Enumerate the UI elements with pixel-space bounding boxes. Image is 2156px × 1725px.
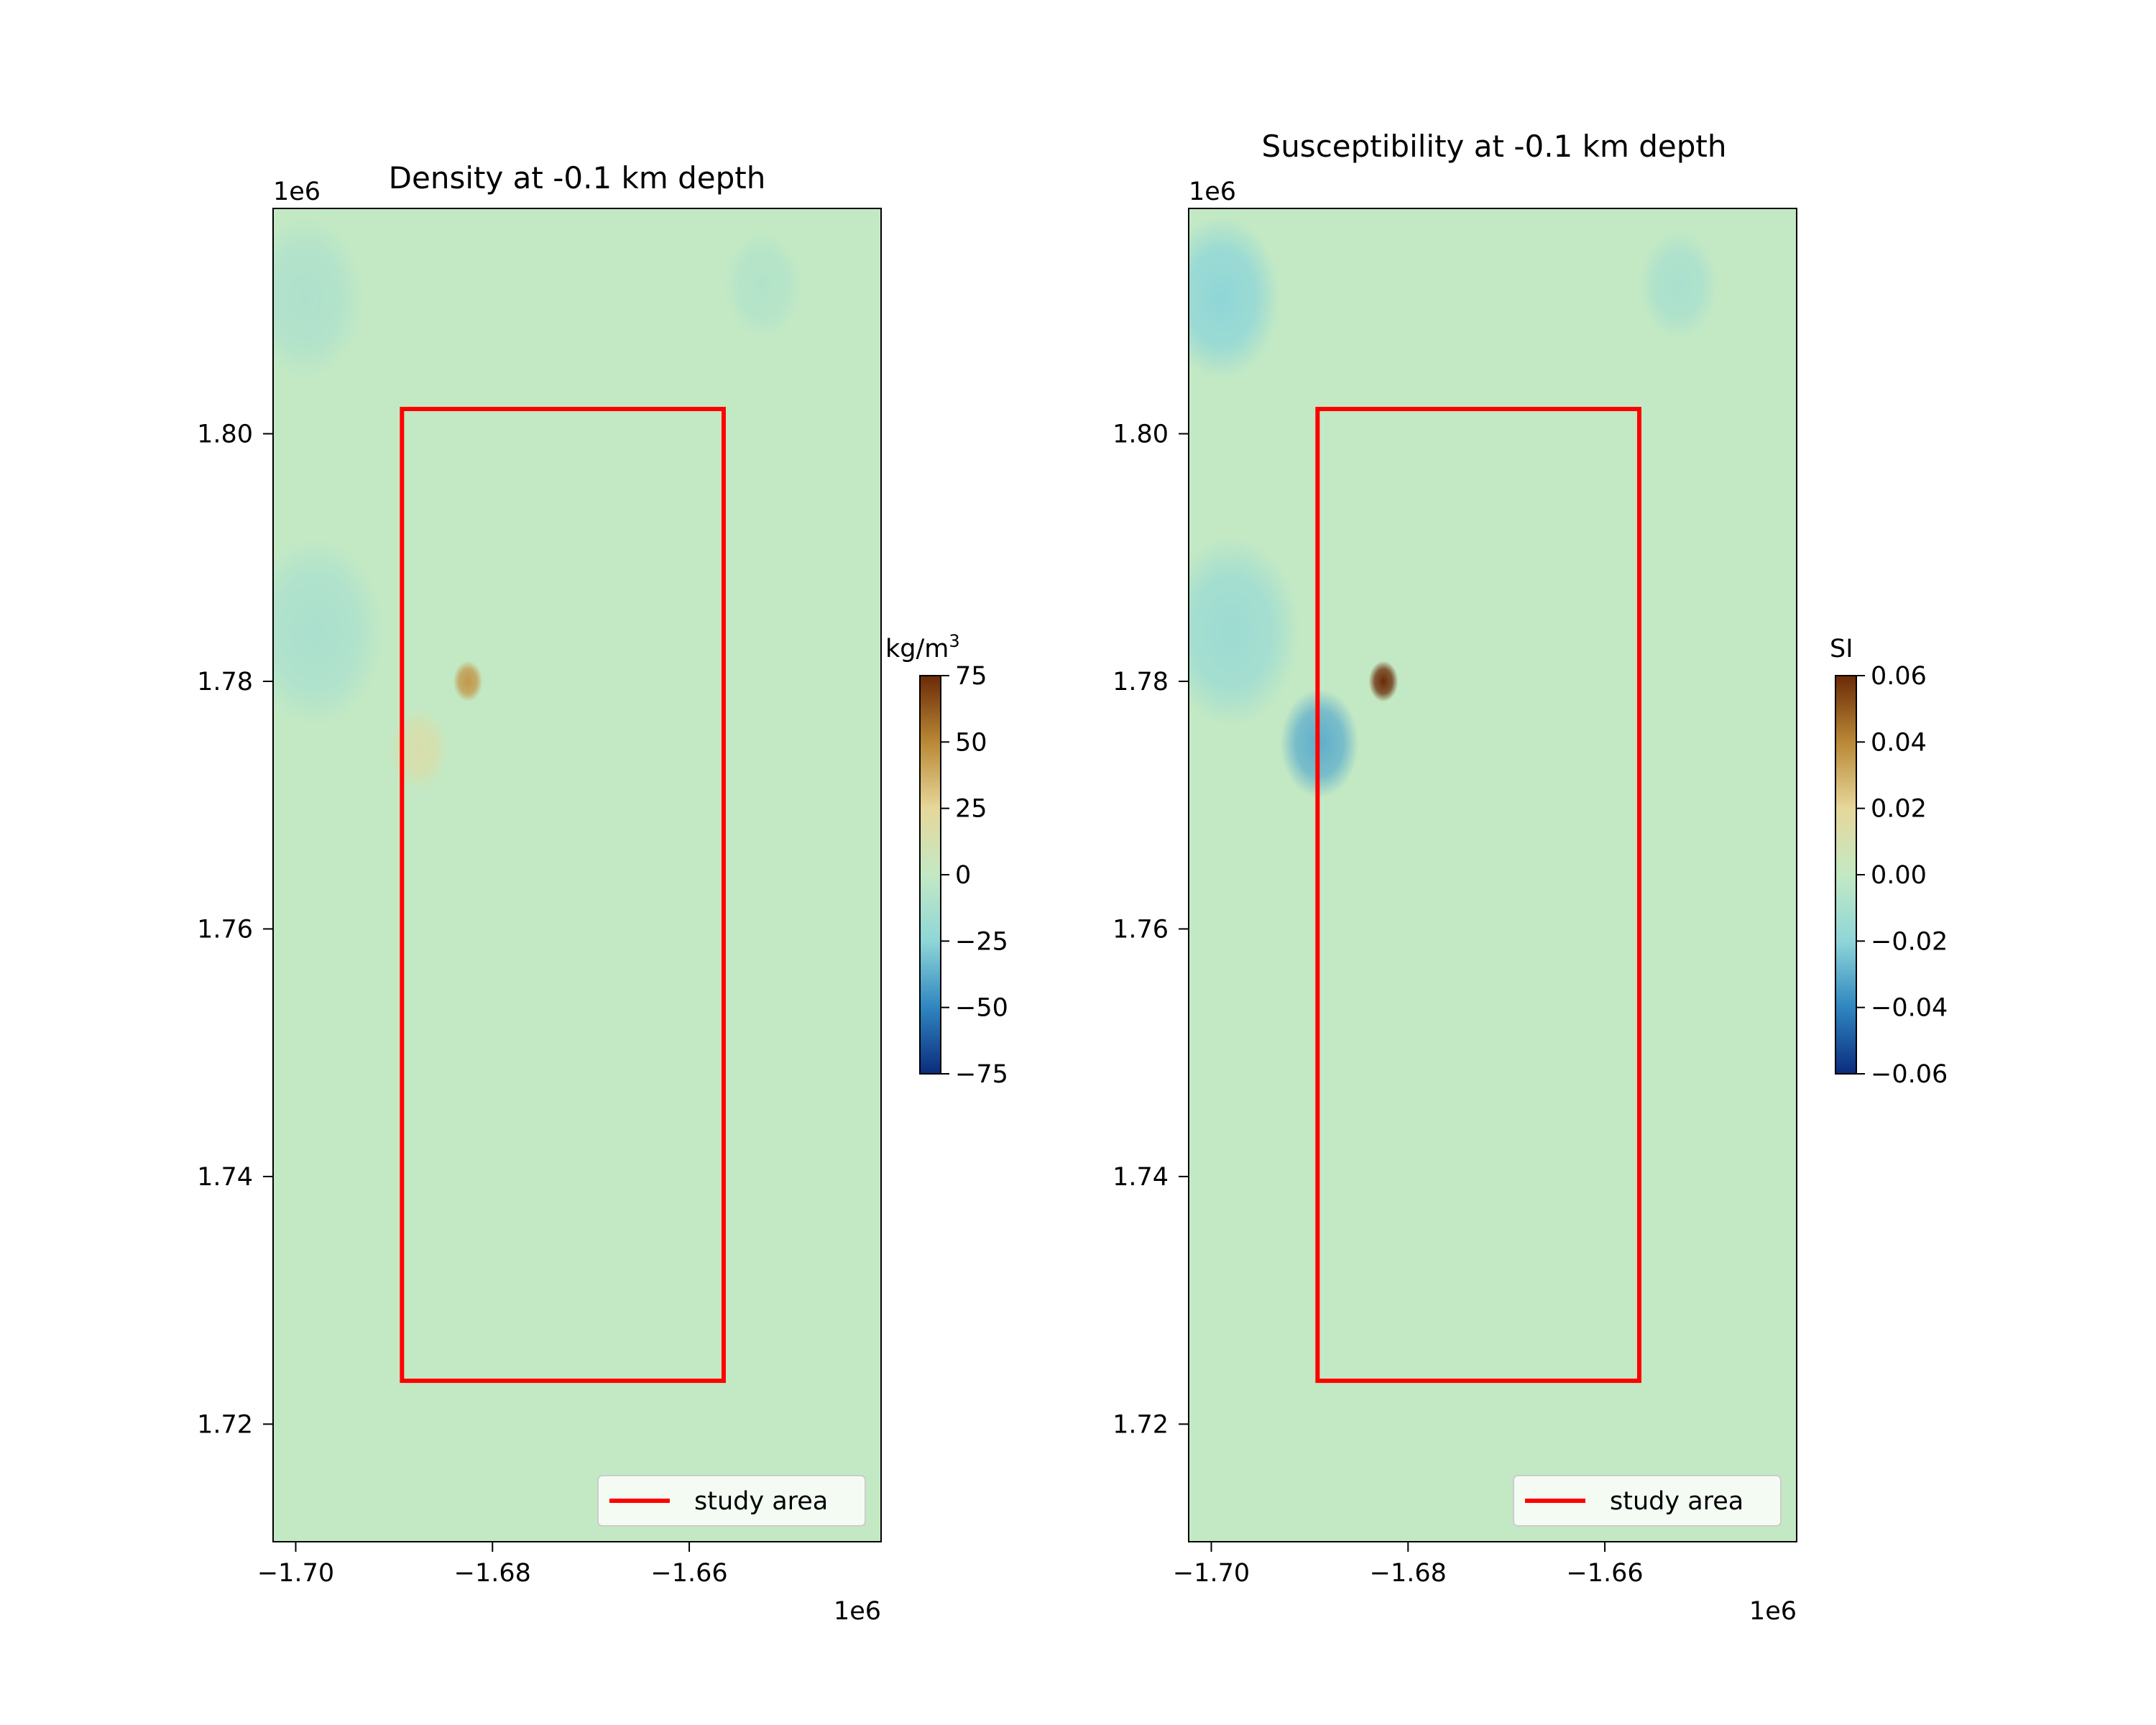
x-tick-label: −1.70 bbox=[1173, 1559, 1250, 1588]
x-tick-label: −1.70 bbox=[257, 1559, 334, 1588]
legend-label: study area bbox=[1610, 1487, 1743, 1516]
heatmap-anomaly bbox=[1639, 231, 1718, 340]
heatmap-anomaly bbox=[389, 708, 448, 791]
heatmap-anomaly bbox=[1189, 216, 1281, 380]
colorbar-tick-label: −25 bbox=[955, 927, 1008, 956]
heatmap-background bbox=[273, 208, 881, 1542]
y-tick-label: 1.80 bbox=[1112, 420, 1169, 448]
heatmap-anomaly bbox=[723, 231, 803, 340]
legend: study area bbox=[597, 1475, 866, 1527]
x-offset-label: 1e6 bbox=[1749, 1597, 1797, 1626]
study-area-outline bbox=[1315, 407, 1641, 1384]
colorbar-tick-label: 75 bbox=[955, 662, 987, 691]
axes-frame bbox=[272, 208, 882, 1542]
colorbar-tick-label: −75 bbox=[955, 1060, 1008, 1089]
x-tick-label: −1.66 bbox=[650, 1559, 727, 1588]
colorbar-tick-label: −0.06 bbox=[1871, 1060, 1948, 1089]
chart-title: Density at -0.1 km depth bbox=[389, 160, 766, 196]
legend-box bbox=[1513, 1475, 1782, 1527]
chart-title: Susceptibility at -0.1 km depth bbox=[1262, 129, 1727, 164]
colorbar-tick-label: 0.04 bbox=[1871, 728, 1927, 757]
colorbar-label-superscript: 3 bbox=[949, 631, 959, 651]
colorbar-tick-label: 50 bbox=[955, 728, 987, 757]
y-tick-label: 1.78 bbox=[1112, 668, 1169, 696]
y-tick-label: 1.76 bbox=[197, 915, 253, 944]
legend-label: study area bbox=[694, 1487, 828, 1516]
legend-box bbox=[597, 1475, 866, 1527]
heatmap-anomaly bbox=[273, 536, 384, 727]
study-area-outline bbox=[400, 407, 726, 1384]
colorbar-tick-label: −50 bbox=[955, 994, 1008, 1023]
y-offset-label: 1e6 bbox=[273, 178, 321, 206]
x-tick-label: −1.68 bbox=[454, 1559, 531, 1588]
axes-frame bbox=[1188, 208, 1797, 1542]
y-tick-label: 1.72 bbox=[1112, 1410, 1169, 1439]
colorbar-tick-label: −0.04 bbox=[1871, 994, 1948, 1023]
heatmap-anomaly bbox=[1368, 661, 1399, 702]
colorbar-tick-label: 0 bbox=[955, 861, 971, 890]
colorbar-tick-label: 25 bbox=[955, 795, 987, 824]
y-tick-label: 1.74 bbox=[1112, 1163, 1169, 1192]
colorbar-tick-label: 0.00 bbox=[1871, 861, 1927, 890]
heatmap-background bbox=[1189, 208, 1797, 1542]
y-tick-label: 1.78 bbox=[197, 668, 253, 696]
y-tick-label: 1.74 bbox=[197, 1163, 253, 1192]
colorbar-tick-label: 0.02 bbox=[1871, 795, 1927, 824]
colorbar-tick-label: 0.06 bbox=[1871, 662, 1927, 691]
heatmap-anomaly bbox=[273, 216, 365, 380]
heatmap-anomaly bbox=[1189, 536, 1300, 727]
y-tick-label: 1.76 bbox=[1112, 915, 1169, 944]
x-tick-label: −1.68 bbox=[1370, 1559, 1447, 1588]
y-tick-label: 1.72 bbox=[197, 1410, 253, 1439]
colorbar-gradient bbox=[919, 675, 941, 1075]
x-offset-label: 1e6 bbox=[834, 1597, 881, 1626]
colorbar-label: SI bbox=[1830, 635, 1853, 663]
y-offset-label: 1e6 bbox=[1189, 178, 1236, 206]
legend: study area bbox=[1513, 1475, 1782, 1527]
susceptibility-panel: −1.70 −1.68 −1.66 1.72 1.74 1.76 1.78 1.80 1e6 1e… bbox=[1112, 129, 1948, 1626]
density-panel: −1.70 −1.68 −1.66 1.72 1.74 1.76 1.78 1.80 1e6 1e… bbox=[197, 160, 1008, 1626]
y-tick-label: 1.80 bbox=[197, 420, 253, 448]
colorbar: −0.06 −0.04 −0.02 0.00 0.02 0.04 0.06 SI bbox=[1830, 635, 1948, 1089]
colorbar-gradient bbox=[1835, 675, 1857, 1075]
x-tick-label: −1.66 bbox=[1566, 1559, 1643, 1588]
heatmap-anomaly bbox=[453, 661, 483, 702]
colorbar-tick-label: −0.02 bbox=[1871, 927, 1948, 956]
colorbar-label: kg/m3 bbox=[885, 631, 960, 663]
